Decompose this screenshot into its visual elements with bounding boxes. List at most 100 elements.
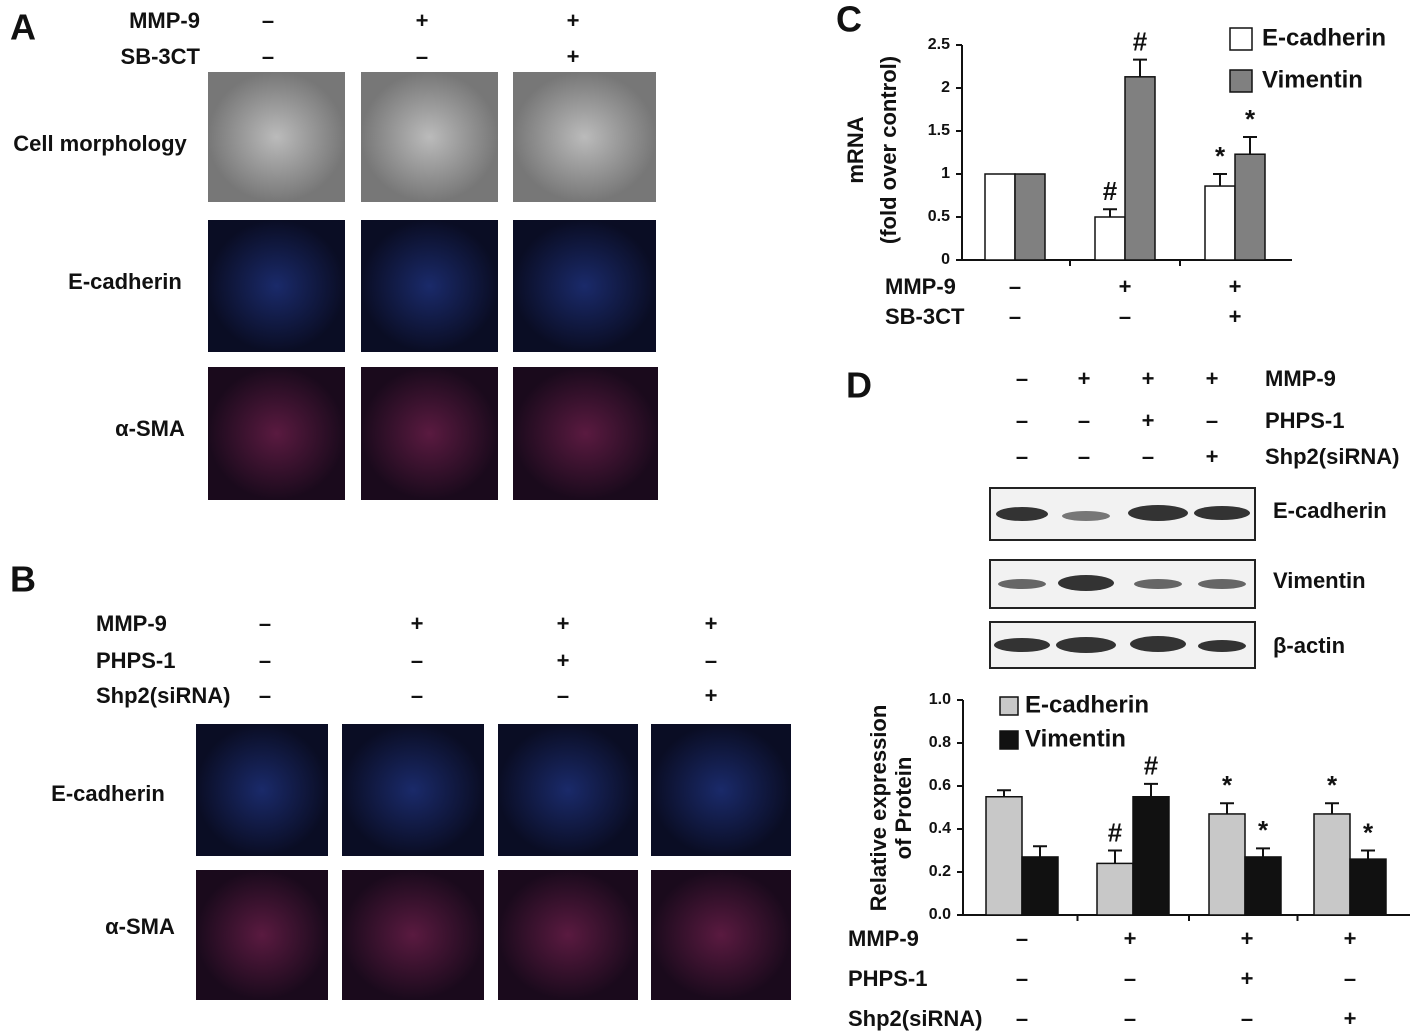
significance-marker: * — [1363, 817, 1374, 847]
bar — [1244, 856, 1282, 916]
condition-sign: + — [1124, 926, 1137, 951]
condition-name: MMP-9 — [885, 274, 956, 299]
band-label: β-actin — [1273, 633, 1345, 658]
band — [1062, 511, 1110, 521]
condition-sign: – — [1078, 444, 1090, 469]
bands — [994, 505, 1250, 653]
condition-sign: – — [1142, 444, 1154, 469]
condition-sign: + — [1206, 444, 1219, 469]
condition-sign: – — [259, 683, 271, 708]
legend-swatch — [1229, 69, 1253, 93]
bar — [1208, 813, 1246, 916]
condition-name: MMP-9 — [848, 926, 919, 951]
band — [996, 507, 1048, 521]
image — [513, 72, 656, 202]
y-axis-label: of Protein — [891, 757, 916, 860]
image — [361, 367, 498, 500]
condition-sign: – — [262, 8, 274, 33]
row-label: E-cadherin — [51, 781, 165, 806]
bar — [984, 173, 1016, 261]
legend-swatch — [1229, 27, 1253, 51]
bar — [1349, 858, 1387, 916]
band — [1128, 505, 1188, 521]
error-bar — [1213, 173, 1227, 187]
condition-sign: + — [1344, 926, 1357, 951]
y-tick-label: 0.4 — [929, 820, 951, 837]
condition-sign: + — [1119, 274, 1132, 299]
band — [994, 638, 1050, 652]
significance-marker: # — [1144, 751, 1159, 781]
band — [1130, 636, 1186, 652]
band-label: Vimentin — [1273, 568, 1366, 593]
condition-sign: – — [557, 683, 569, 708]
condition-sign: + — [567, 44, 580, 69]
significance-marker: * — [1258, 815, 1269, 845]
error-bar — [1133, 58, 1147, 77]
bar — [1124, 76, 1156, 261]
y-tick-label: 0.2 — [929, 863, 951, 880]
condition-sign: + — [557, 648, 570, 673]
y-tick-label: 1.5 — [928, 122, 950, 139]
condition-name: SB-3CT — [121, 44, 201, 69]
condition-sign: – — [1016, 926, 1028, 951]
image — [208, 72, 345, 202]
condition-name: MMP-9 — [96, 611, 167, 636]
band — [1134, 579, 1182, 589]
image — [208, 367, 345, 500]
image — [513, 367, 658, 500]
condition-sign: + — [1344, 1006, 1357, 1031]
legend-label: E-cadherin — [1262, 24, 1386, 51]
condition-sign: + — [1142, 408, 1155, 433]
band — [1198, 640, 1246, 652]
y-tick-label: 0.8 — [929, 734, 951, 751]
legend-label: Vimentin — [1262, 66, 1363, 93]
significance-marker: # — [1108, 817, 1123, 847]
condition-sign: – — [262, 44, 274, 69]
error-bar — [1108, 849, 1122, 864]
image — [651, 870, 791, 1000]
error-bar — [1144, 782, 1158, 797]
condition-name: PHPS-1 — [848, 966, 927, 991]
condition-name: SB-3CT — [885, 304, 965, 329]
y-tick-label: 0.0 — [929, 906, 951, 923]
image — [498, 870, 638, 1000]
bar — [985, 796, 1023, 916]
condition-sign: + — [1078, 366, 1091, 391]
condition-sign: – — [1124, 966, 1136, 991]
condition-sign: – — [1016, 366, 1028, 391]
y-tick-label: 1.0 — [929, 691, 951, 708]
row-label: Cell morphology — [13, 131, 187, 156]
error-bar — [1361, 849, 1375, 860]
condition-sign: + — [705, 683, 718, 708]
image — [196, 724, 328, 856]
row-label: α-SMA — [105, 914, 175, 939]
condition-name: MMP-9 — [129, 8, 200, 33]
panel-label: A — [10, 7, 36, 48]
band — [1198, 579, 1246, 589]
y-axis-label: mRNA — [843, 116, 868, 183]
image — [651, 724, 791, 856]
condition-sign: – — [1016, 408, 1028, 433]
band — [1194, 506, 1250, 520]
condition-sign: + — [416, 8, 429, 33]
condition-sign: + — [557, 611, 570, 636]
row-label: α-SMA — [115, 416, 185, 441]
error-bar — [1325, 802, 1339, 814]
condition-name: PHPS-1 — [1265, 408, 1344, 433]
panel-label: C — [836, 0, 862, 40]
micrographs — [196, 72, 791, 1000]
condition-sign: – — [411, 683, 423, 708]
error-bar — [1220, 802, 1234, 814]
image — [361, 220, 498, 352]
image — [498, 724, 638, 856]
condition-sign: – — [1119, 304, 1131, 329]
condition-sign: + — [1229, 304, 1242, 329]
condition-sign: – — [1016, 444, 1028, 469]
condition-sign: + — [1241, 966, 1254, 991]
significance-marker: # — [1103, 176, 1118, 206]
condition-sign: + — [1229, 274, 1242, 299]
row-label: E-cadherin — [68, 269, 182, 294]
condition-sign: – — [1206, 408, 1218, 433]
significance-marker: * — [1222, 770, 1233, 800]
condition-sign: + — [411, 611, 424, 636]
